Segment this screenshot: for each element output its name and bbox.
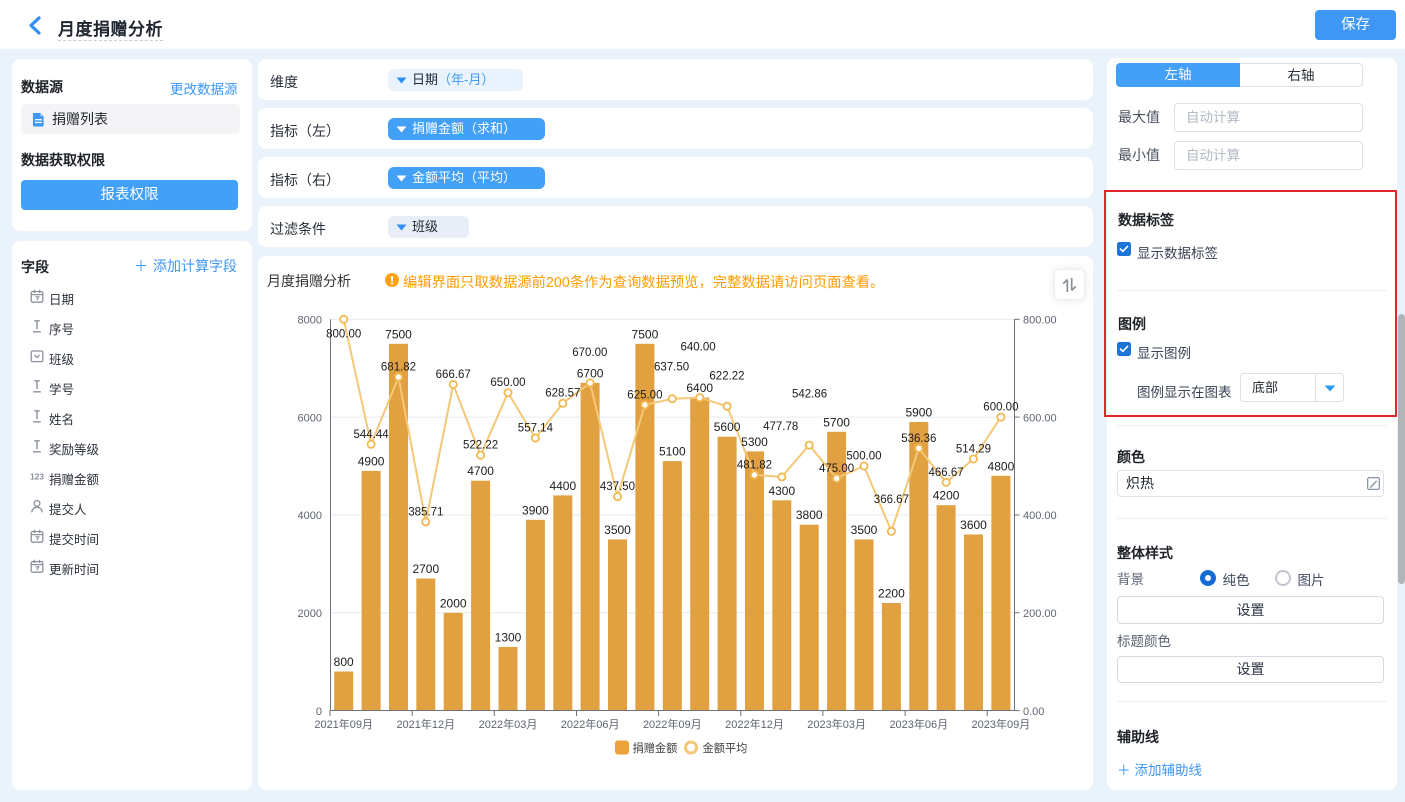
svg-text:466.67: 466.67 xyxy=(929,467,964,479)
svg-text:2000: 2000 xyxy=(298,608,322,620)
svg-text:2700: 2700 xyxy=(412,562,439,576)
svg-text:4900: 4900 xyxy=(358,454,385,468)
svg-text:475.00: 475.00 xyxy=(819,463,854,475)
svg-text:681.82: 681.82 xyxy=(381,362,416,374)
svg-text:2023年09月: 2023年09月 xyxy=(972,717,1031,731)
svg-text:637.50: 637.50 xyxy=(654,362,689,374)
svg-text:7500: 7500 xyxy=(385,327,412,341)
svg-text:2000: 2000 xyxy=(440,596,467,610)
svg-text:2022年09月: 2022年09月 xyxy=(643,717,702,731)
svg-text:536.36: 536.36 xyxy=(901,433,936,445)
svg-text:622.22: 622.22 xyxy=(709,371,744,383)
svg-text:3600: 3600 xyxy=(960,518,987,532)
svg-text:6400: 6400 xyxy=(686,381,713,395)
svg-text:666.67: 666.67 xyxy=(436,369,471,381)
svg-text:514.29: 514.29 xyxy=(956,444,991,456)
svg-text:0: 0 xyxy=(316,706,322,718)
svg-text:4000: 4000 xyxy=(298,510,322,522)
svg-text:5300: 5300 xyxy=(741,435,768,449)
svg-text:0.00: 0.00 xyxy=(1023,706,1044,718)
svg-text:5600: 5600 xyxy=(714,420,741,434)
svg-text:500.00: 500.00 xyxy=(846,451,881,463)
svg-text:600.00: 600.00 xyxy=(983,402,1018,414)
svg-text:800.00: 800.00 xyxy=(326,329,361,341)
svg-text:6700: 6700 xyxy=(577,366,604,380)
svg-text:670.00: 670.00 xyxy=(572,347,607,359)
svg-text:4800: 4800 xyxy=(988,459,1015,473)
svg-text:628.57: 628.57 xyxy=(545,388,580,400)
svg-text:542.86: 542.86 xyxy=(792,389,827,401)
svg-text:3900: 3900 xyxy=(522,503,549,517)
svg-text:捐赠金额: 捐赠金额 xyxy=(633,741,678,755)
svg-text:5900: 5900 xyxy=(905,406,932,420)
svg-text:金额平均: 金额平均 xyxy=(703,741,748,755)
svg-text:2021年09月: 2021年09月 xyxy=(314,717,373,731)
svg-text:5700: 5700 xyxy=(823,415,850,429)
svg-text:557.14: 557.14 xyxy=(518,423,554,435)
svg-text:2023年06月: 2023年06月 xyxy=(889,717,948,731)
svg-text:4700: 4700 xyxy=(467,464,494,478)
svg-text:7500: 7500 xyxy=(632,327,659,341)
svg-text:2021年12月: 2021年12月 xyxy=(396,717,455,731)
svg-text:2200: 2200 xyxy=(878,587,905,601)
svg-text:1300: 1300 xyxy=(495,631,522,645)
svg-text:600.00: 600.00 xyxy=(1023,412,1057,424)
svg-text:4200: 4200 xyxy=(933,489,960,503)
svg-text:2023年03月: 2023年03月 xyxy=(807,717,866,731)
svg-text:366.67: 366.67 xyxy=(874,494,909,506)
svg-text:625.00: 625.00 xyxy=(627,389,662,401)
svg-text:2022年06月: 2022年06月 xyxy=(561,717,620,731)
svg-text:385.71: 385.71 xyxy=(408,506,443,518)
svg-text:522.22: 522.22 xyxy=(463,440,498,452)
svg-text:6000: 6000 xyxy=(298,412,322,424)
svg-text:800.00: 800.00 xyxy=(1023,315,1057,327)
svg-text:5100: 5100 xyxy=(659,445,686,459)
svg-text:2022年12月: 2022年12月 xyxy=(725,717,784,731)
svg-text:2022年03月: 2022年03月 xyxy=(479,717,538,731)
svg-text:4400: 4400 xyxy=(549,479,576,493)
svg-text:3800: 3800 xyxy=(796,508,823,522)
svg-text:4300: 4300 xyxy=(768,484,795,498)
svg-text:640.00: 640.00 xyxy=(681,342,716,354)
svg-text:3500: 3500 xyxy=(851,523,878,537)
svg-text:8000: 8000 xyxy=(298,315,322,327)
svg-text:200.00: 200.00 xyxy=(1023,608,1057,620)
svg-text:650.00: 650.00 xyxy=(490,377,525,389)
svg-text:437.50: 437.50 xyxy=(600,481,635,493)
svg-text:3500: 3500 xyxy=(604,523,631,537)
svg-text:477.78: 477.78 xyxy=(763,421,798,433)
svg-text:544.44: 544.44 xyxy=(354,429,390,441)
svg-text:800: 800 xyxy=(334,655,354,669)
svg-text:481.82: 481.82 xyxy=(737,459,772,471)
svg-text:400.00: 400.00 xyxy=(1023,510,1057,522)
svg-text:123: 123 xyxy=(30,472,44,482)
